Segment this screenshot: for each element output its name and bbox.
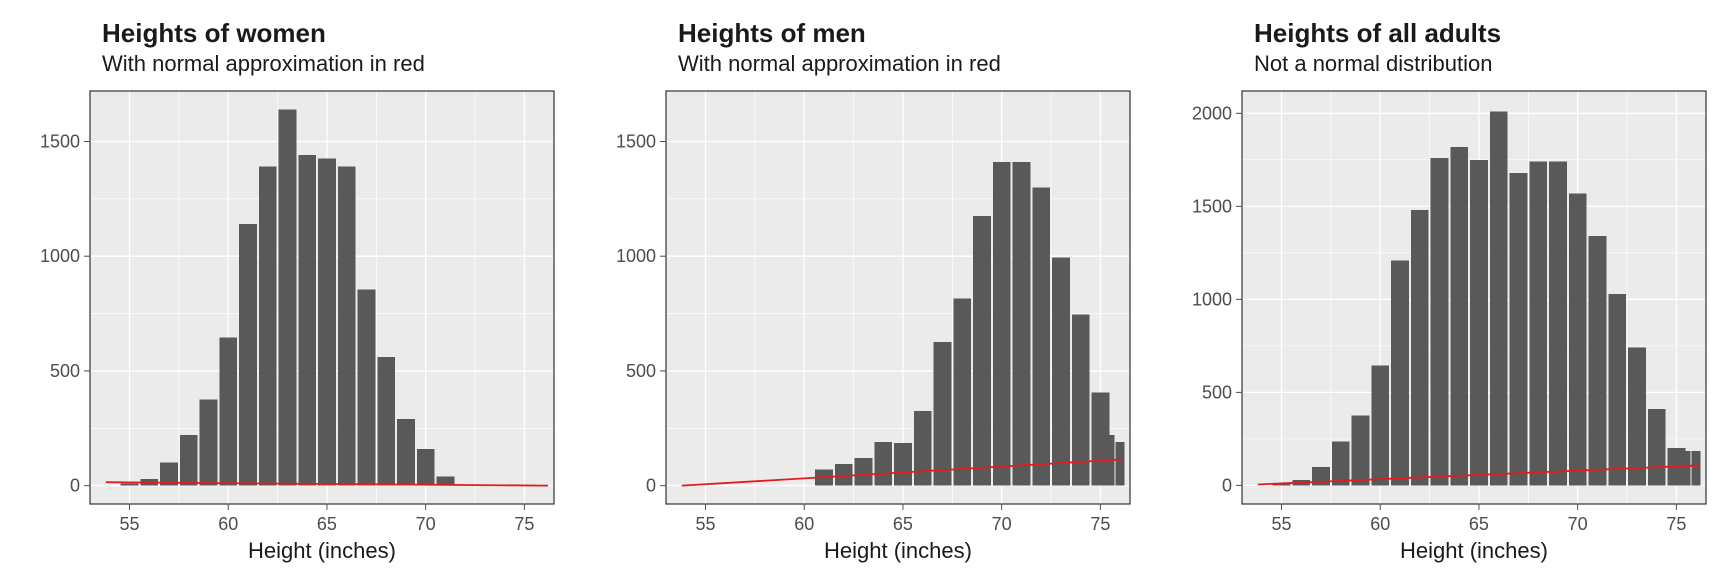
- histogram-bar: [377, 357, 395, 485]
- y-tick-label: 1500: [1192, 196, 1232, 216]
- histogram-bar: [953, 299, 971, 486]
- y-tick-label: 500: [1202, 382, 1232, 402]
- x-axis-title: Height (inches): [824, 538, 972, 563]
- histogram-bar: [1549, 162, 1567, 486]
- histogram-bar: [1371, 365, 1389, 485]
- histogram-bar: [1032, 187, 1050, 485]
- histogram-bar: [1052, 257, 1070, 485]
- x-tick-label: 55: [1271, 514, 1291, 534]
- x-tick-label: 60: [1370, 514, 1390, 534]
- histogram-bar: [1490, 111, 1508, 485]
- y-tick-label: 0: [646, 476, 656, 496]
- plot-women: 55 60 65 70 75 0 500 1000 1500 Height (inches): [12, 83, 564, 576]
- x-tick-label: 65: [893, 514, 913, 534]
- panel-title: Heights of women: [102, 18, 564, 49]
- histogram-bar: [259, 167, 277, 486]
- histogram-bar: [1628, 348, 1646, 486]
- x-tick-label: 65: [317, 514, 337, 534]
- x-tick-label: 70: [416, 514, 436, 534]
- x-tick-label: 55: [695, 514, 715, 534]
- y-tick-label: 2000: [1192, 103, 1232, 123]
- panel-title: Heights of men: [678, 18, 1140, 49]
- x-tick-label: 65: [1469, 514, 1489, 534]
- x-tick-label: 75: [1090, 514, 1110, 534]
- panel-subtitle: Not a normal distribution: [1254, 51, 1716, 77]
- y-tick-label: 500: [50, 361, 80, 381]
- x-tick-label: 75: [1666, 514, 1686, 534]
- panel-all: Heights of all adults Not a normal distr…: [1152, 0, 1728, 576]
- histogram-bar: [1116, 442, 1125, 486]
- histogram-bar: [1013, 162, 1031, 486]
- histogram-bar: [1608, 294, 1626, 486]
- histogram-bar: [1431, 158, 1449, 485]
- histogram-bar: [180, 435, 198, 485]
- panel-title: Heights of all adults: [1254, 18, 1716, 49]
- histogram-bar: [1648, 409, 1666, 485]
- panel-men: Heights of men With normal approximation…: [576, 0, 1152, 576]
- histogram-bar: [1529, 162, 1547, 486]
- panel-subtitle: With normal approximation in red: [678, 51, 1140, 77]
- y-tick-label: 0: [70, 476, 80, 496]
- histogram-bar: [239, 224, 257, 486]
- histogram-bar: [1352, 416, 1370, 486]
- histogram-bar: [934, 342, 952, 485]
- histogram-bar: [894, 443, 912, 485]
- histogram-bar: [973, 216, 991, 486]
- histogram-bar: [1510, 173, 1528, 486]
- histogram-bar: [993, 162, 1011, 486]
- plot-men: 55 60 65 70 75 0 500 1000 1500 Height (inches): [588, 83, 1140, 576]
- plot-all: 55 60 65 70 75 0 500 1000 1500 2000 Height (inches…: [1164, 83, 1716, 576]
- figure-row: Heights of women With normal approximati…: [0, 0, 1728, 576]
- histogram-bar: [1332, 442, 1350, 486]
- histogram-bar: [874, 442, 892, 486]
- histogram-bar: [279, 109, 297, 485]
- x-tick-label: 60: [794, 514, 814, 534]
- x-tick-label: 70: [1568, 514, 1588, 534]
- y-tick-label: 500: [626, 361, 656, 381]
- histogram-bar: [1589, 236, 1607, 485]
- x-tick-label: 75: [514, 514, 534, 534]
- histogram-bar: [397, 419, 415, 486]
- histogram-bar: [219, 338, 237, 486]
- histogram-bar: [318, 159, 336, 486]
- histogram-bar: [1569, 193, 1587, 485]
- histogram-bar: [1391, 260, 1409, 485]
- histogram-bar: [358, 289, 376, 485]
- panel-subtitle: With normal approximation in red: [102, 51, 564, 77]
- x-tick-label: 60: [218, 514, 238, 534]
- histogram-bar: [1072, 315, 1090, 486]
- histogram-bar: [298, 155, 316, 485]
- y-tick-label: 0: [1222, 475, 1232, 495]
- x-axis-title: Height (inches): [1400, 538, 1548, 563]
- y-tick-label: 1000: [616, 246, 656, 266]
- histogram-bar: [1411, 210, 1429, 485]
- x-tick-label: 55: [119, 514, 139, 534]
- histogram-bar: [914, 411, 932, 486]
- histogram-bar: [855, 458, 873, 486]
- histogram-bar: [200, 400, 218, 486]
- histogram-bar: [417, 449, 435, 486]
- histogram-bar: [1682, 451, 1691, 485]
- histogram-bar: [1692, 451, 1701, 485]
- histogram-bar: [121, 483, 139, 485]
- x-tick-label: 70: [992, 514, 1012, 534]
- y-tick-label: 1500: [40, 131, 80, 151]
- histogram-bar: [1470, 160, 1488, 486]
- panel-women: Heights of women With normal approximati…: [0, 0, 576, 576]
- y-tick-label: 1500: [616, 131, 656, 151]
- histogram-bar: [1450, 147, 1468, 486]
- histogram-bar: [338, 167, 356, 486]
- y-tick-label: 1000: [1192, 289, 1232, 309]
- y-tick-label: 1000: [40, 246, 80, 266]
- x-axis-title: Height (inches): [248, 538, 396, 563]
